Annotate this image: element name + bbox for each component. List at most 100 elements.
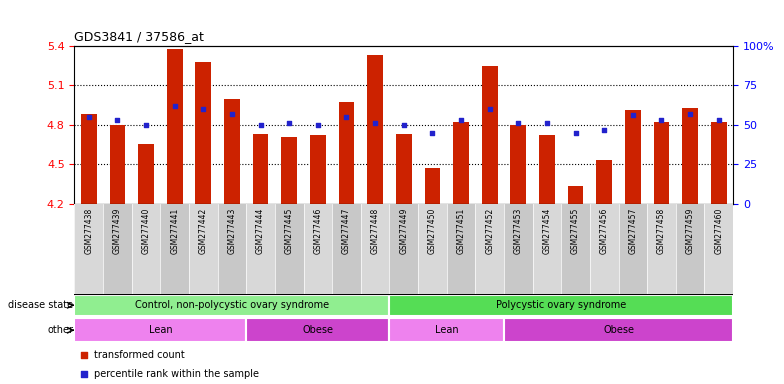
Bar bbox=[132, 204, 161, 294]
Point bbox=[655, 117, 668, 123]
Point bbox=[684, 111, 696, 117]
Bar bbox=[704, 204, 733, 294]
Bar bbox=[597, 160, 612, 204]
Point bbox=[397, 122, 410, 128]
Bar bbox=[676, 204, 704, 294]
Point bbox=[340, 114, 353, 120]
Bar bbox=[332, 204, 361, 294]
Text: GSM277451: GSM277451 bbox=[456, 208, 466, 254]
Point bbox=[111, 117, 124, 123]
Bar bbox=[625, 110, 641, 204]
Text: Control, non-polycystic ovary syndrome: Control, non-polycystic ovary syndrome bbox=[135, 300, 329, 310]
Text: GSM277448: GSM277448 bbox=[371, 208, 379, 254]
Text: GSM277443: GSM277443 bbox=[227, 208, 237, 255]
Point bbox=[140, 122, 152, 128]
Bar bbox=[418, 204, 447, 294]
Bar bbox=[532, 204, 561, 294]
Text: GSM277446: GSM277446 bbox=[314, 208, 322, 255]
Text: GSM277454: GSM277454 bbox=[543, 208, 551, 255]
Point bbox=[82, 114, 95, 120]
Text: GSM277459: GSM277459 bbox=[685, 208, 695, 255]
Point bbox=[512, 120, 524, 126]
Point bbox=[311, 122, 324, 128]
Bar bbox=[396, 134, 412, 204]
Bar bbox=[246, 318, 390, 343]
Point bbox=[598, 126, 611, 132]
Text: percentile rank within the sample: percentile rank within the sample bbox=[94, 369, 260, 379]
Bar bbox=[246, 204, 275, 294]
Text: GSM277441: GSM277441 bbox=[170, 208, 180, 254]
Bar bbox=[682, 108, 698, 204]
Point bbox=[226, 111, 238, 117]
Bar bbox=[138, 144, 154, 204]
Text: GSM277450: GSM277450 bbox=[428, 208, 437, 255]
Bar bbox=[167, 49, 183, 204]
Text: transformed count: transformed count bbox=[94, 350, 185, 360]
Bar bbox=[390, 295, 733, 316]
Point bbox=[426, 129, 439, 136]
Bar bbox=[161, 204, 189, 294]
Text: GSM277453: GSM277453 bbox=[514, 208, 523, 255]
Bar bbox=[390, 318, 504, 343]
Text: disease state: disease state bbox=[8, 300, 73, 310]
Bar bbox=[103, 204, 132, 294]
Bar bbox=[590, 204, 619, 294]
Bar bbox=[218, 204, 246, 294]
Bar bbox=[339, 103, 354, 204]
Text: GSM277452: GSM277452 bbox=[485, 208, 494, 254]
Bar bbox=[275, 204, 303, 294]
Text: other: other bbox=[47, 325, 73, 335]
Point bbox=[626, 112, 639, 118]
Bar bbox=[561, 204, 590, 294]
Bar bbox=[310, 135, 325, 204]
Bar bbox=[447, 204, 475, 294]
Point bbox=[484, 106, 496, 112]
Bar bbox=[504, 204, 532, 294]
Point bbox=[197, 106, 209, 112]
Point bbox=[283, 120, 296, 126]
Text: GSM277447: GSM277447 bbox=[342, 208, 351, 255]
Point bbox=[488, 134, 500, 140]
Text: GSM277445: GSM277445 bbox=[285, 208, 294, 255]
Bar bbox=[510, 125, 526, 204]
Point bbox=[254, 122, 267, 128]
Bar bbox=[252, 134, 268, 204]
Text: GSM277455: GSM277455 bbox=[571, 208, 580, 255]
Bar bbox=[475, 204, 504, 294]
Text: Lean: Lean bbox=[148, 325, 172, 335]
Point bbox=[368, 120, 381, 126]
Bar bbox=[281, 137, 297, 204]
Point bbox=[455, 117, 467, 123]
Text: GSM277457: GSM277457 bbox=[628, 208, 637, 255]
Text: GSM277438: GSM277438 bbox=[85, 208, 93, 254]
Text: Obese: Obese bbox=[303, 325, 333, 335]
Bar bbox=[619, 204, 647, 294]
Bar bbox=[424, 168, 441, 204]
Bar bbox=[482, 66, 498, 204]
Bar bbox=[110, 125, 125, 204]
Text: GSM277440: GSM277440 bbox=[142, 208, 151, 255]
Bar bbox=[361, 204, 390, 294]
Bar bbox=[647, 204, 676, 294]
Bar bbox=[74, 295, 390, 316]
Text: GSM277449: GSM277449 bbox=[399, 208, 408, 255]
Bar bbox=[568, 187, 583, 204]
Text: GSM277439: GSM277439 bbox=[113, 208, 122, 255]
Text: GSM277458: GSM277458 bbox=[657, 208, 666, 254]
Point bbox=[569, 129, 582, 136]
Bar bbox=[189, 204, 218, 294]
Bar bbox=[453, 122, 469, 204]
Bar bbox=[195, 62, 211, 204]
Bar bbox=[711, 122, 727, 204]
Text: GSM277456: GSM277456 bbox=[600, 208, 608, 255]
Bar bbox=[390, 204, 418, 294]
Point bbox=[541, 120, 554, 126]
Bar bbox=[539, 135, 555, 204]
Point bbox=[713, 117, 725, 123]
Text: GDS3841 / 37586_at: GDS3841 / 37586_at bbox=[74, 30, 205, 43]
Bar bbox=[74, 204, 103, 294]
Point bbox=[488, 303, 500, 310]
Bar bbox=[74, 318, 246, 343]
Bar bbox=[504, 318, 733, 343]
Point bbox=[169, 103, 181, 109]
